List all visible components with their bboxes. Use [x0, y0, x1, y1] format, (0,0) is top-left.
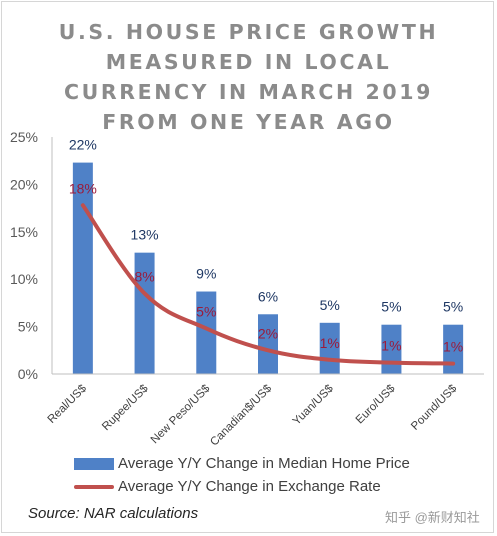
y-tick-label: 10% [10, 271, 38, 287]
bar-data-label: 5% [381, 299, 401, 315]
y-tick-label: 20% [10, 176, 38, 192]
bar [258, 314, 278, 374]
x-category-label: Real/US$ [46, 382, 90, 426]
line-data-label: 5% [196, 303, 216, 319]
bar [196, 291, 217, 374]
bar-data-label: 9% [196, 266, 216, 282]
y-tick-label: 25% [10, 129, 38, 145]
bar-data-label: 6% [258, 288, 278, 304]
legend-item-exchange: Average Y/Y Change in Exchange Rate [74, 475, 410, 498]
y-tick-label: 15% [10, 224, 38, 240]
line-data-label: 18% [69, 180, 97, 196]
legend-label-exchange: Average Y/Y Change in Exchange Rate [118, 478, 381, 495]
bar-data-label: 13% [131, 227, 159, 243]
chart-title: U.S. HOUSE PRICE GROWTH MEASURED IN LOCA… [0, 17, 497, 137]
x-category-label: Rupee/US$ [100, 382, 151, 433]
y-tick-label: 5% [18, 319, 38, 335]
bar-data-label: 5% [443, 299, 463, 315]
legend: Average Y/Y Change in Median Home Price … [74, 452, 410, 498]
line-data-label: 1% [443, 339, 463, 355]
title-line-2: MEASURED IN LOCAL [105, 50, 392, 74]
line-data-label: 2% [258, 325, 278, 341]
title-line-3: CURRENCY IN MARCH 2019 [63, 80, 433, 104]
line-data-label: 1% [381, 338, 401, 354]
legend-swatch-bar [74, 457, 114, 470]
legend-label-price: Average Y/Y Change in Median Home Price [118, 455, 410, 472]
line-data-label: 8% [134, 268, 154, 284]
title-line-1: U.S. HOUSE PRICE GROWTH [58, 20, 439, 44]
bar-data-label: 22% [69, 137, 97, 153]
bar [134, 252, 155, 374]
x-category-label: Yuan/US$ [291, 382, 337, 428]
watermark: 知乎 @新财知社 [385, 510, 480, 525]
x-category-label: New Peso/US$ [149, 382, 213, 446]
y-tick-label: 0% [18, 366, 38, 382]
legend-swatch-line [74, 484, 114, 489]
x-category-label: Euro/US$ [354, 382, 398, 426]
x-category-label: Pound/US$ [409, 382, 460, 433]
line-data-label: 1% [320, 335, 340, 351]
series-line [80, 203, 456, 366]
legend-item-price: Average Y/Y Change in Median Home Price [74, 452, 410, 475]
x-category-label: Canadian$/US$ [208, 382, 274, 448]
title-line-4: FROM ONE YEAR AGO [102, 110, 395, 134]
bar-data-label: 5% [320, 297, 340, 313]
source-note: Source: NAR calculations [28, 505, 199, 522]
